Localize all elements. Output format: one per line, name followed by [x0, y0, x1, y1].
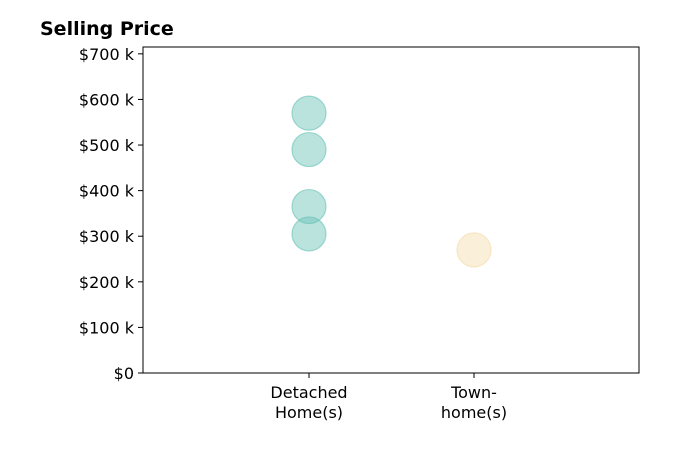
y-tick-label: $300 k	[79, 227, 135, 246]
y-tick-label: $400 k	[79, 182, 135, 201]
data-point	[456, 232, 492, 268]
data-point	[291, 131, 327, 168]
data-point	[291, 95, 327, 131]
data-point	[291, 188, 327, 225]
y-tick-label: $0	[114, 364, 134, 383]
data-point	[291, 216, 327, 252]
y-tick-label: $100 k	[79, 318, 135, 337]
x-category-label: Detached Home(s)	[270, 383, 347, 422]
plot-frame	[142, 46, 640, 374]
plot-area: $0 $100 k $200 k $300 k $400 k $500 k $600 k $7…	[79, 45, 640, 422]
y-tick-label: $700 k	[79, 45, 135, 64]
x-category-label: Town-home(s)	[441, 383, 507, 422]
y-tick-label: $200 k	[79, 273, 135, 292]
y-tick-label: $600 k	[79, 90, 135, 109]
y-tick-label: $500 k	[79, 136, 135, 155]
chart-title: Selling Price	[40, 18, 174, 40]
